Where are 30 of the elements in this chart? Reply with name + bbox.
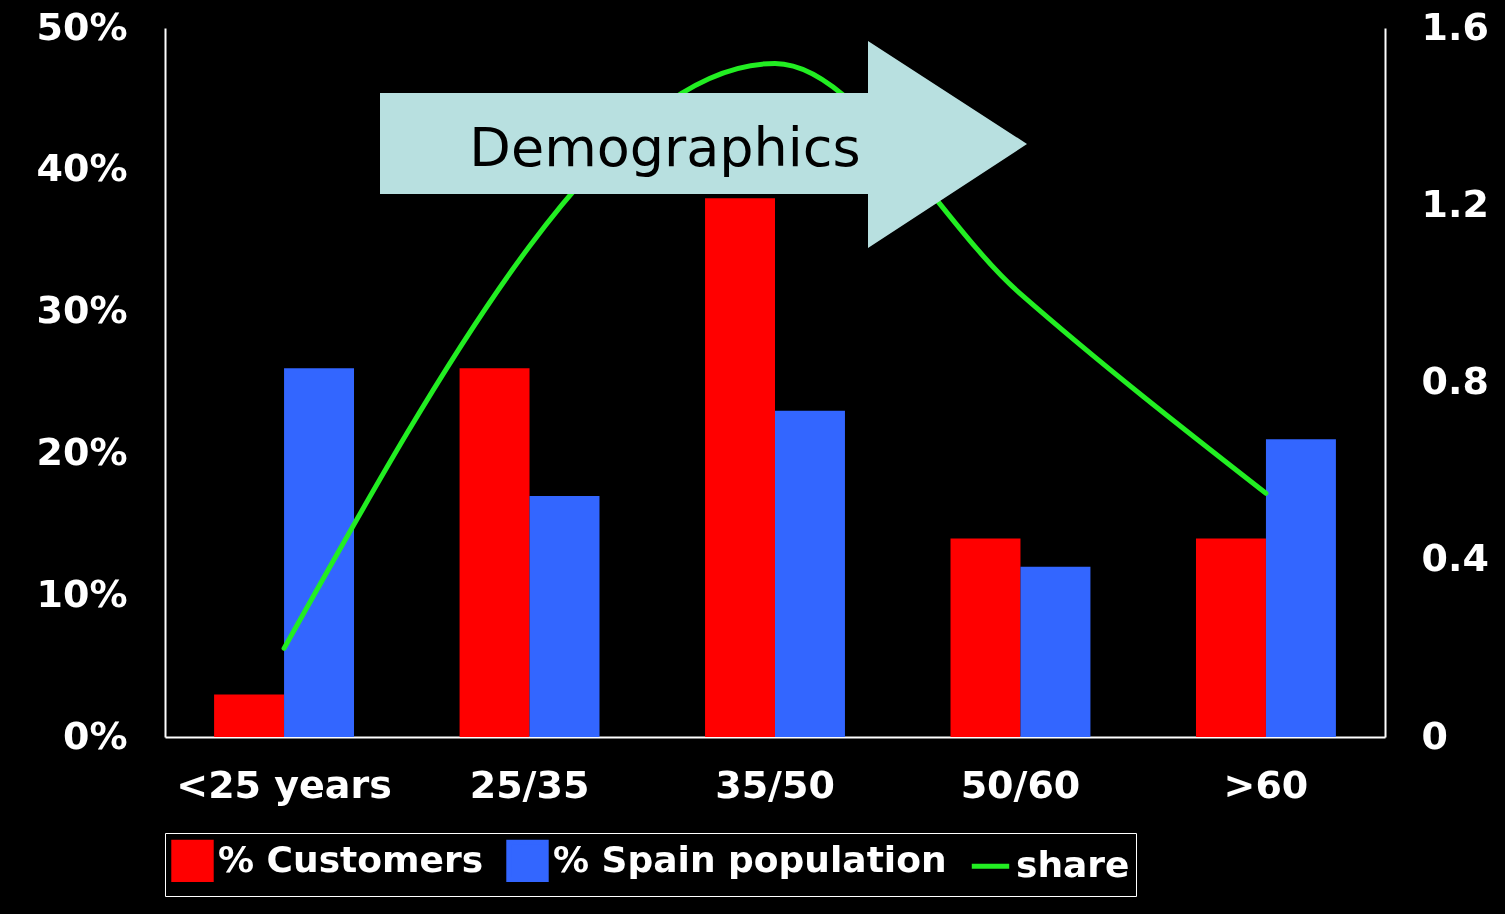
- y-tick-label: 50%: [36, 4, 128, 49]
- bar: [950, 538, 1021, 737]
- y2-tick-label: 0.4: [1421, 536, 1489, 581]
- y-tick-label: 10%: [36, 571, 128, 616]
- bar: [1265, 439, 1336, 737]
- x-tick-label: >60: [1223, 762, 1309, 807]
- y-tick-label: 20%: [36, 429, 128, 474]
- legend-label: % Customers: [218, 838, 484, 880]
- y2-tick-label: 0: [1421, 713, 1448, 758]
- y2-tick-label: 0.8: [1421, 359, 1489, 403]
- bar: [214, 694, 285, 737]
- bar: [775, 410, 845, 737]
- legend-label: share: [1016, 844, 1130, 886]
- y2-tick-label: 1.6: [1421, 4, 1489, 49]
- legend-label: % Spain population: [553, 838, 947, 880]
- x-tick-label: 35/50: [715, 762, 835, 807]
- bar: [705, 198, 775, 737]
- bar: [284, 368, 355, 737]
- annotation: Demographics: [469, 116, 861, 179]
- y-tick-label: 40%: [36, 146, 128, 191]
- y-tick-label: 0%: [62, 713, 128, 758]
- bar: [1195, 538, 1266, 737]
- x-tick-label: 25/35: [469, 762, 590, 807]
- bar: [529, 495, 600, 737]
- x-tick-label: <25 years: [176, 762, 392, 807]
- y-tick-label: 30%: [36, 288, 128, 333]
- y2-tick-label: 1.2: [1421, 181, 1489, 226]
- x-tick-label: 50/60: [960, 762, 1081, 807]
- bar: [459, 368, 530, 737]
- bar: [1020, 566, 1091, 737]
